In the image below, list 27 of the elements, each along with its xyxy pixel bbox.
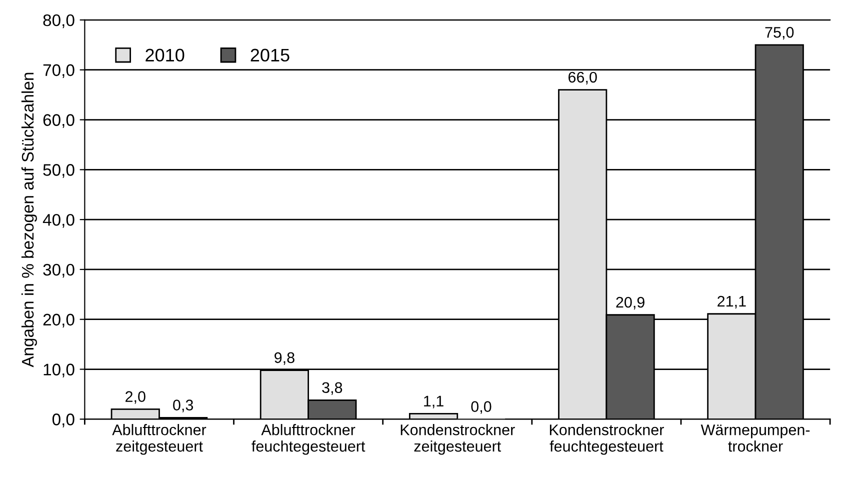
y-tick-label: 60,0	[43, 114, 74, 128]
data-label: 75,0	[765, 26, 794, 40]
y-tick-label: 10,0	[44, 364, 74, 378]
x-tick-label: Wärmepumpen- trockner	[700, 424, 810, 452]
data-label: 0,3	[173, 400, 194, 412]
data-label: 21,1	[718, 296, 746, 308]
data-label: 1,1	[424, 396, 444, 408]
y-tick-label: 40,0	[42, 214, 74, 228]
data-label: 9,8	[274, 352, 294, 365]
y-axis-title: Angaben in % bezogen auf Stückzahlen	[21, 72, 37, 368]
y-tick-label: 70,0	[43, 64, 74, 78]
x-tick-label: Ablufttrockner zeitgesteuert	[112, 424, 206, 455]
y-tick-label: 50,0	[43, 164, 74, 178]
legend-label: 2015	[250, 48, 290, 62]
x-tick-label: Ablufttrockner feuchtegesteuert	[252, 424, 366, 455]
y-tick-label: 80,0	[43, 14, 74, 28]
y-tick-label: 20,0	[43, 314, 74, 328]
x-tick-label: Kondenstrockner zeitgesteuert	[400, 424, 515, 455]
x-tick-label: Kondenstrockner feuchtegesteuert	[550, 424, 664, 455]
data-label: 3,8	[322, 382, 342, 395]
data-label: 2,0	[126, 391, 146, 404]
y-tick-label: 30,0	[43, 264, 74, 278]
legend-label: 2010	[146, 48, 184, 62]
data-label: 20,9	[616, 296, 644, 310]
data-label: 0,0	[471, 401, 492, 414]
y-tick-label: 0,0	[52, 414, 74, 428]
data-label: 66,0	[568, 72, 597, 84]
